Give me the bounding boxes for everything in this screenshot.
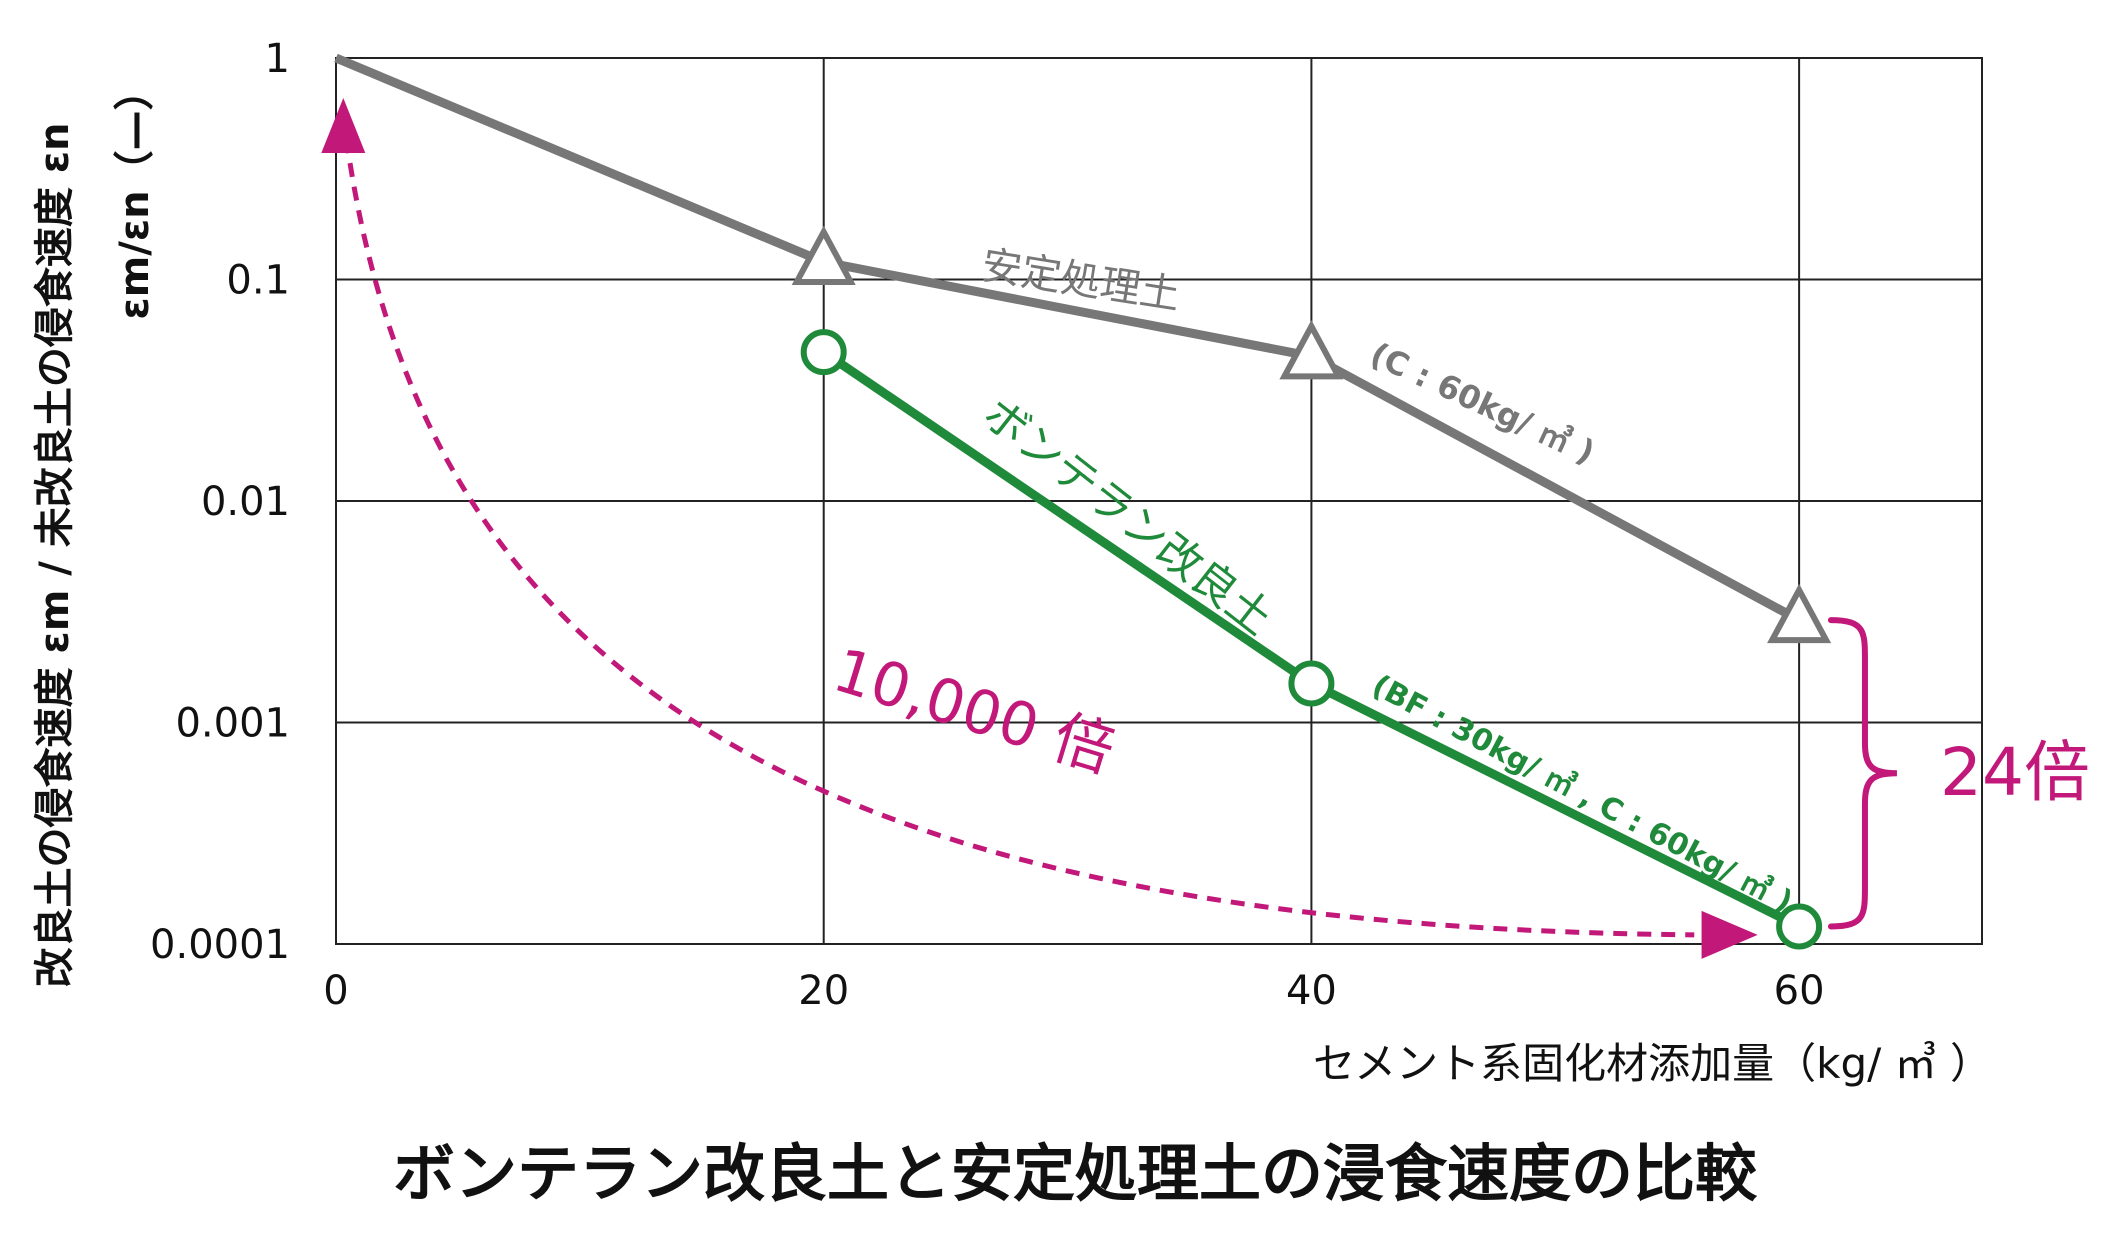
circle-marker bbox=[1776, 903, 1823, 950]
y-tick-label: 0.01 bbox=[201, 479, 290, 525]
x-tick-labels: 0 20 40 60 bbox=[323, 968, 1824, 1014]
series-line bbox=[334, 53, 1802, 625]
series-layer bbox=[334, 53, 1832, 950]
y-axis-title-line2: εm/εn（—） bbox=[112, 70, 158, 319]
arrow-curve bbox=[340, 115, 1695, 938]
plot-frame bbox=[335, 57, 1983, 945]
y-tick-labels: 1 0.1 0.01 0.001 0.0001 bbox=[150, 36, 290, 968]
x-axis-title: セメント系固化材添加量（kg/ ㎥ ） bbox=[1313, 1039, 1992, 1088]
ratio-label: 24倍 bbox=[1940, 734, 2090, 811]
x-tick-label: 0 bbox=[323, 968, 348, 1014]
triangle-marker bbox=[1279, 319, 1344, 380]
ratio-brace bbox=[1827, 617, 1897, 930]
y-axis-title-line1: 改良土の侵食速度 εm / 未改良土の侵食速度 εn bbox=[32, 123, 78, 988]
triangle-marker bbox=[1767, 583, 1832, 644]
chart-title: ボンテラン改良土と安定処理土の浸食速度の比較 bbox=[393, 1137, 1758, 1210]
y-tick-label: 0.001 bbox=[175, 701, 290, 747]
y-tick-label: 1 bbox=[265, 36, 290, 82]
arrow-head-right bbox=[1701, 910, 1758, 959]
circle-marker bbox=[800, 329, 847, 376]
triangle-marker bbox=[791, 225, 856, 285]
x-tick-label: 40 bbox=[1286, 968, 1337, 1014]
ten-thousand-arrow bbox=[321, 98, 1758, 959]
arrow-head-up bbox=[321, 98, 366, 153]
x-tick-label: 60 bbox=[1774, 968, 1825, 1014]
circle-marker bbox=[1288, 660, 1335, 707]
y-tick-label: 0.1 bbox=[226, 258, 290, 304]
x-tick-label: 20 bbox=[798, 968, 849, 1014]
y-tick-label: 0.0001 bbox=[150, 922, 290, 968]
